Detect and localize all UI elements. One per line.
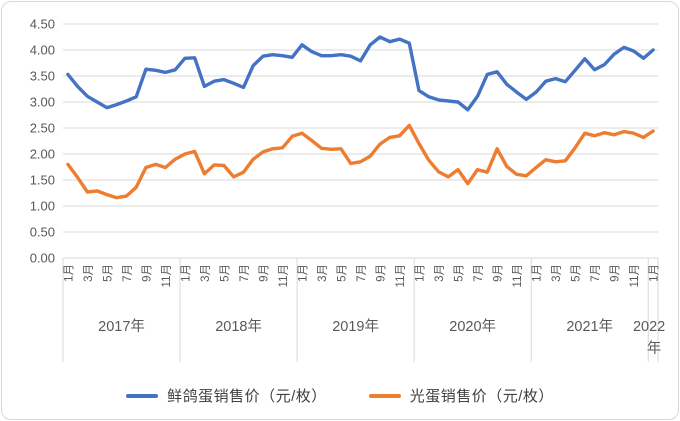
x-tick-label: 11月 (395, 264, 407, 287)
y-tick-label: 4.50 (30, 17, 55, 32)
x-tick-label: 1月 (532, 264, 544, 282)
x-tick-label: 9月 (610, 264, 622, 282)
series-line-0 (66, 35, 655, 112)
x-tick-label: 3月 (200, 264, 212, 282)
y-tick-label: 2.00 (30, 147, 55, 162)
y-tick-label: 1.50 (30, 173, 55, 188)
x-tick-label: 5月 (571, 264, 583, 282)
x-tick-label: 3月 (83, 264, 95, 282)
legend-item-guang-egg: 光蛋销售价（元/枚） (368, 385, 554, 406)
x-tick-label: 1月 (63, 264, 75, 282)
year-label: 2022 (633, 319, 665, 335)
y-tick-label: 4.00 (30, 43, 55, 58)
x-tick-label: 3月 (551, 264, 563, 282)
x-tick-label: 5月 (336, 264, 348, 282)
x-tick-label: 1月 (297, 264, 309, 282)
x-tick-label: 11月 (278, 264, 290, 287)
year-label: 2020年 (449, 318, 496, 335)
x-tick-label: 5月 (102, 264, 114, 282)
y-tick-label: 0.00 (30, 251, 55, 266)
x-tick-label: 5月 (219, 264, 231, 282)
x-tick-label: 7月 (473, 264, 485, 282)
x-tick-label: 11月 (512, 264, 524, 287)
year-label: 2017年 (98, 318, 145, 335)
y-tick-label: 2.50 (30, 121, 55, 136)
x-tick-label: 5月 (454, 264, 466, 282)
chart-legend: 鲜鸽蛋销售价（元/枚） 光蛋销售价（元/枚） (2, 385, 678, 406)
y-tick-label: 1.00 (30, 199, 55, 214)
x-tick-label: 11月 (161, 264, 173, 287)
x-tick-label: 7月 (122, 264, 134, 282)
x-tick-label: 3月 (434, 264, 446, 282)
year-label: 2019年 (332, 318, 379, 335)
legend-item-fresh-pigeon-egg: 鲜鸽蛋销售价（元/枚） (126, 385, 327, 406)
legend-label-fresh-pigeon-egg: 鲜鸽蛋销售价（元/枚） (167, 388, 327, 405)
x-tick-label: 11月 (629, 264, 641, 287)
x-tick-label: 3月 (317, 264, 329, 282)
x-tick-label: 1月 (415, 264, 427, 282)
x-tick-label: 9月 (258, 264, 270, 282)
x-tick-label: 7月 (239, 264, 251, 282)
legend-line-sample-blue (126, 393, 159, 398)
x-tick-label: 9月 (376, 264, 388, 282)
year-label: 2018年 (215, 318, 262, 335)
x-tick-label: 7月 (356, 264, 368, 282)
y-tick-label: 3.50 (30, 69, 55, 84)
y-tick-label: 3.00 (30, 95, 55, 110)
legend-line-sample-orange (368, 393, 401, 398)
x-tick-label: 1月 (649, 264, 661, 282)
x-tick-label: 1月 (180, 264, 192, 282)
x-tick-label: 9月 (141, 264, 153, 282)
series-line-1 (66, 123, 655, 200)
x-tick-label: 9月 (493, 264, 505, 282)
year-label: 2021年 (566, 318, 613, 335)
legend-label-guang-egg: 光蛋销售价（元/枚） (409, 388, 554, 405)
x-tick-label: 7月 (590, 264, 602, 282)
year-label: 年 (647, 340, 662, 357)
y-tick-label: 0.50 (30, 225, 55, 240)
